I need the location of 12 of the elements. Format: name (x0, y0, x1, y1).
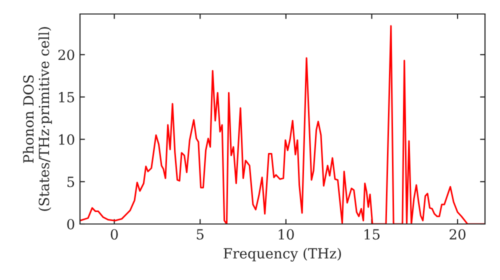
y-tick-label: 20 (58, 50, 74, 60)
y-tick-label: 0 (67, 218, 74, 230)
y-tick-label: 15 (59, 92, 74, 102)
x-tick-label: 5 (196, 229, 204, 240)
y-tick-label: 5 (67, 176, 74, 188)
x-axis-title: Frequency (THz) (224, 248, 341, 262)
x-tick-label: 10 (278, 229, 294, 240)
y-tick-label: 10 (59, 134, 74, 145)
x-tick-label: 20 (450, 229, 466, 240)
x-tick-label: 15 (364, 229, 380, 240)
y-axis-title: Phonon DOS (States/THz·primitive cell) (22, 27, 52, 211)
x-tick-label: 0 (110, 229, 118, 240)
